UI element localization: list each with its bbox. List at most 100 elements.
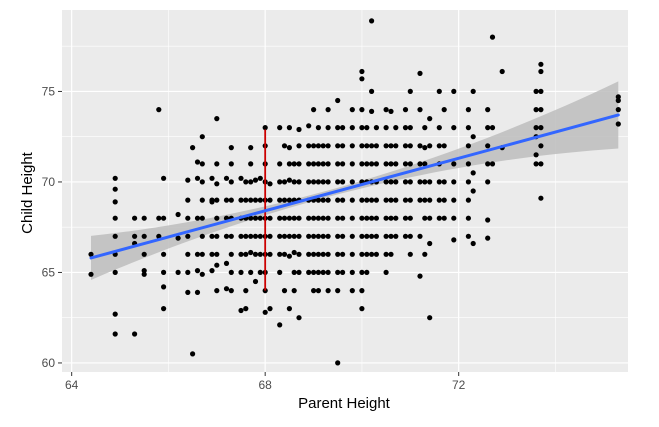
data-point xyxy=(340,143,346,149)
data-point xyxy=(393,125,399,131)
data-point xyxy=(422,197,428,203)
data-point xyxy=(238,233,244,239)
data-point xyxy=(417,273,423,279)
data-point xyxy=(296,233,302,239)
data-point xyxy=(243,288,249,294)
data-point xyxy=(281,233,288,239)
data-point xyxy=(286,253,292,259)
data-point xyxy=(214,233,220,239)
data-point xyxy=(417,107,423,113)
data-point xyxy=(286,306,292,312)
data-point xyxy=(349,251,355,257)
data-point xyxy=(252,278,259,285)
data-point xyxy=(286,215,292,221)
data-point xyxy=(291,249,297,256)
data-point xyxy=(485,107,491,113)
data-point xyxy=(364,269,370,275)
data-point xyxy=(407,215,413,221)
data-point xyxy=(335,125,341,131)
data-point xyxy=(441,143,447,149)
data-point xyxy=(369,18,375,24)
data-point xyxy=(388,161,394,167)
data-point xyxy=(417,143,423,149)
data-point xyxy=(315,179,321,185)
data-point xyxy=(277,251,283,257)
data-point xyxy=(388,179,394,185)
data-point xyxy=(407,88,413,94)
data-point xyxy=(194,268,201,274)
data-point xyxy=(286,177,292,183)
x-axis-title: Parent Height xyxy=(298,395,391,412)
data-point xyxy=(228,197,234,203)
data-point xyxy=(402,143,409,149)
data-point xyxy=(209,268,215,274)
data-point xyxy=(407,251,413,257)
data-point xyxy=(248,233,254,239)
x-tick-label: 68 xyxy=(258,378,272,392)
data-point xyxy=(228,161,234,167)
data-point xyxy=(320,179,326,185)
data-point xyxy=(470,170,476,176)
data-point xyxy=(209,175,215,181)
data-point xyxy=(238,175,244,181)
data-point xyxy=(320,161,326,167)
data-point xyxy=(291,161,297,167)
data-point xyxy=(277,322,283,328)
data-point xyxy=(175,269,181,275)
data-point xyxy=(281,197,288,203)
data-point xyxy=(311,288,317,294)
data-point xyxy=(538,161,544,167)
data-point xyxy=(199,179,205,185)
data-point xyxy=(194,251,201,257)
data-point xyxy=(470,188,476,194)
data-point xyxy=(369,215,375,221)
data-point xyxy=(141,251,147,257)
data-point xyxy=(296,215,302,221)
data-point xyxy=(465,233,471,239)
data-point xyxy=(359,306,365,312)
data-point xyxy=(161,215,167,221)
data-point xyxy=(349,179,355,185)
data-point xyxy=(417,197,423,203)
data-point xyxy=(427,197,433,203)
data-point xyxy=(615,107,621,113)
data-point xyxy=(262,125,268,131)
data-point xyxy=(427,143,433,149)
data-point xyxy=(441,107,447,113)
data-point xyxy=(335,161,341,167)
data-point xyxy=(335,97,341,104)
data-point xyxy=(373,161,379,167)
data-point xyxy=(349,233,355,239)
data-point xyxy=(88,251,94,257)
data-point xyxy=(311,233,317,239)
data-point xyxy=(112,311,118,317)
data-point xyxy=(340,197,346,203)
data-point xyxy=(369,161,375,167)
data-point xyxy=(364,251,370,257)
data-point xyxy=(533,152,539,158)
data-point xyxy=(538,125,544,131)
data-point xyxy=(190,351,196,357)
data-point xyxy=(291,269,297,275)
data-point xyxy=(349,269,355,275)
data-point xyxy=(190,145,196,151)
y-tick-label: 75 xyxy=(42,84,56,98)
data-point xyxy=(262,288,268,294)
data-point xyxy=(141,215,147,221)
x-tick-labels: 64 68 72 xyxy=(65,378,466,392)
data-point xyxy=(112,186,118,192)
data-point xyxy=(533,161,539,167)
data-point xyxy=(383,251,389,257)
data-point xyxy=(277,269,283,275)
data-point xyxy=(369,88,375,94)
data-point xyxy=(451,215,457,221)
data-point xyxy=(306,161,312,167)
data-point xyxy=(427,179,433,185)
data-point xyxy=(228,251,234,257)
data-point xyxy=(228,145,234,151)
data-point xyxy=(315,143,321,149)
data-point xyxy=(286,125,292,131)
data-point xyxy=(369,197,375,203)
data-point xyxy=(407,179,413,185)
data-point xyxy=(451,125,457,131)
